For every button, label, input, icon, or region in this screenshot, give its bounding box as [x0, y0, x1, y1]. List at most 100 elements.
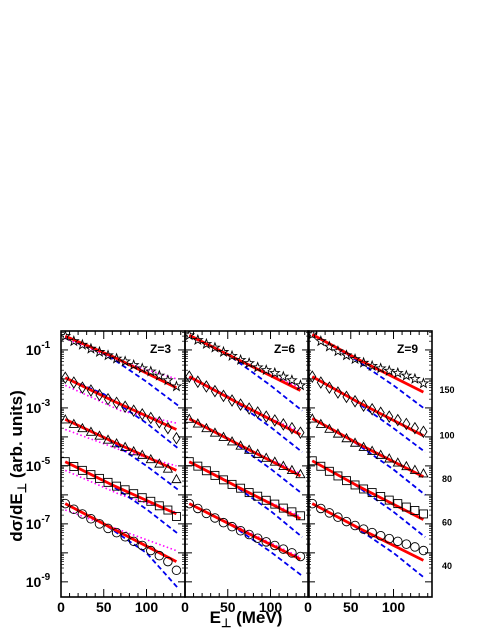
data-point [270, 540, 280, 551]
data-point [210, 470, 220, 480]
data-point [146, 545, 156, 556]
data-point [85, 426, 97, 436]
data-point [146, 411, 155, 425]
data-point [359, 399, 368, 412]
x-tick-label: 50 [96, 599, 112, 615]
y-tick-label: 10-7 [26, 514, 51, 532]
data-point [252, 448, 263, 458]
data-point [185, 498, 195, 509]
data-point [171, 512, 181, 521]
data-point [243, 444, 255, 454]
data-point [227, 394, 237, 407]
data-point [261, 495, 271, 505]
data-point [393, 499, 403, 509]
series-square [185, 457, 305, 538]
dashed-curve [311, 460, 426, 538]
angle-label: 100 [439, 431, 454, 441]
data-point [253, 406, 262, 419]
data-point [324, 508, 335, 518]
data-point [385, 410, 394, 423]
data-point [162, 463, 174, 473]
data-point [61, 371, 70, 385]
data-point [144, 365, 157, 377]
data-point [357, 356, 370, 368]
data-point [418, 509, 428, 519]
data-point [308, 413, 318, 423]
y-tick-label: 10-9 [26, 572, 51, 590]
data-point [193, 503, 203, 514]
data-point [410, 542, 420, 552]
data-point [341, 432, 352, 443]
data-point [171, 473, 182, 484]
data-point [226, 436, 238, 446]
data-point [120, 485, 130, 495]
data-point [410, 421, 419, 435]
data-point [193, 375, 202, 389]
series-star [185, 331, 307, 412]
data-point [93, 345, 106, 357]
data-point [295, 511, 305, 521]
data-point [308, 370, 317, 383]
data-point [316, 461, 326, 471]
data-point [192, 418, 203, 428]
y-tick-exponent: -3 [41, 398, 50, 409]
data-point [308, 498, 318, 509]
dashed-curve [311, 502, 426, 580]
data-point [170, 380, 183, 392]
data-point [270, 414, 279, 427]
data-point [243, 356, 256, 369]
data-point [286, 374, 298, 386]
data-point [102, 349, 114, 361]
y-tick-exponent: -7 [41, 514, 50, 525]
data-point [137, 540, 147, 551]
data-point [350, 480, 360, 490]
data-point [366, 445, 378, 455]
data-point [77, 465, 87, 475]
y-tick-label: 10-5 [26, 456, 51, 474]
data-point [358, 441, 369, 451]
dotted-curve [64, 469, 177, 514]
data-point [145, 453, 156, 464]
panel-label: Z=3 [150, 342, 171, 356]
data-point [253, 491, 263, 501]
data-point [95, 388, 104, 402]
data-point [111, 438, 122, 448]
data-point [162, 374, 174, 386]
data-point [308, 456, 317, 466]
data-point [287, 548, 297, 558]
data-point [210, 384, 219, 398]
data-point [95, 473, 104, 483]
series-circle [185, 498, 306, 577]
panel-3: 0 50 100 Z=9 [304, 330, 433, 615]
data-point [111, 527, 122, 538]
data-point [325, 381, 334, 394]
data-point [103, 392, 113, 406]
dashed-curve [311, 333, 426, 410]
data-point [359, 484, 369, 494]
data-point [129, 489, 139, 499]
data-point [102, 434, 114, 444]
data-point [409, 464, 421, 474]
data-point [244, 488, 254, 498]
y-axis-label: dσ/dE⊥ (arb. units) [7, 390, 29, 541]
angle-label: 80 [442, 474, 452, 484]
data-point [201, 466, 211, 476]
data-point [324, 466, 334, 476]
data-point [342, 390, 351, 404]
y-tick-label: 10-1 [26, 340, 51, 358]
data-point [268, 366, 281, 378]
series-circle [308, 498, 429, 580]
data-point [185, 331, 196, 341]
data-point [103, 523, 113, 534]
dashed-curve [188, 460, 303, 538]
data-point [138, 408, 147, 421]
data-point [137, 493, 147, 503]
data-point [154, 550, 165, 561]
dashed-curve [64, 418, 179, 491]
data-point [209, 341, 221, 353]
data-point [163, 556, 173, 567]
data-point [236, 398, 245, 411]
data-point [121, 400, 130, 414]
data-point [333, 471, 343, 481]
